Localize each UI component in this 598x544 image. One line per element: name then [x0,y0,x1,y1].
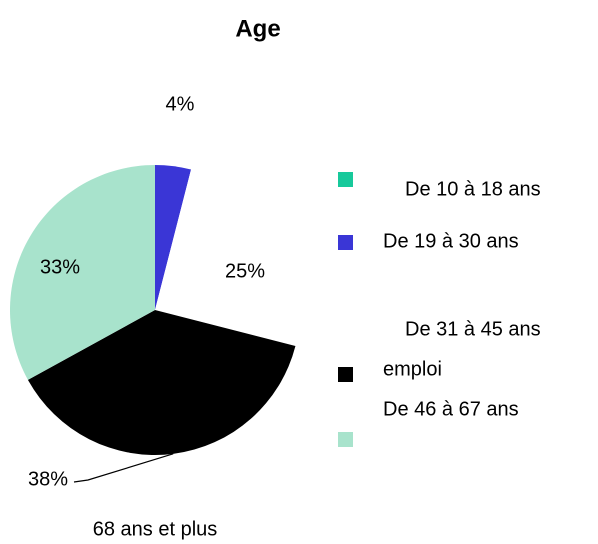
data-label: 4% [166,93,195,115]
legend-label: De 19 à 30 ans [383,230,519,252]
legend-marker [338,302,353,317]
pie-slice [27,310,296,455]
legend-marker [338,432,353,447]
legend-label: emploi [383,358,442,380]
legend-marker [338,367,353,382]
legend-label: De 46 à 67 ans [383,398,519,420]
data-label: 25% [225,260,265,282]
legend-label: De 31 à 45 ans [405,318,541,340]
data-label: 38% [28,468,68,490]
pie-slice [155,165,192,310]
legend-label: De 10 à 18 ans [405,178,541,200]
chart-title: Age [235,15,280,42]
legend-marker [338,172,353,187]
pie-slice [9,165,155,380]
legend-marker [338,235,353,250]
leader-line [73,453,174,483]
data-label: 33% [40,256,80,278]
legend-label: 68 ans et plus [93,518,218,540]
pie-slice [155,169,300,347]
